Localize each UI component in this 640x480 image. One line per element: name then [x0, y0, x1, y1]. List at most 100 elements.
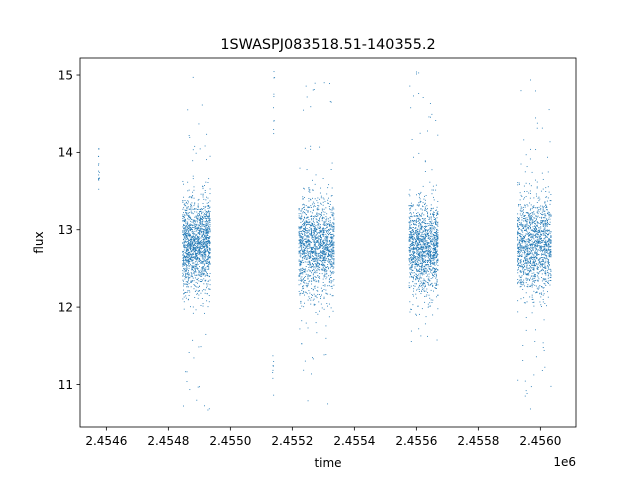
data-point — [547, 213, 549, 215]
data-point — [411, 234, 413, 236]
data-point — [333, 213, 335, 215]
data-point — [528, 226, 530, 228]
data-point — [536, 224, 538, 226]
data-point — [184, 203, 186, 205]
data-point — [326, 231, 328, 233]
data-point — [190, 238, 192, 240]
data-point — [428, 216, 430, 218]
data-point — [185, 240, 187, 242]
data-point — [317, 209, 319, 211]
data-point — [408, 237, 410, 239]
data-point — [315, 237, 317, 238]
data-point — [208, 241, 210, 243]
data-point — [193, 186, 195, 188]
data-point — [416, 251, 418, 253]
data-point — [183, 216, 185, 218]
data-point — [209, 256, 211, 258]
data-point — [425, 248, 427, 250]
data-point — [437, 269, 439, 271]
data-point — [427, 247, 429, 249]
data-point — [415, 224, 417, 226]
data-point — [541, 263, 543, 265]
data-point — [189, 225, 191, 227]
data-point — [434, 270, 436, 272]
data-point — [545, 280, 547, 282]
data-point — [192, 267, 194, 269]
data-point — [330, 169, 332, 170]
data-point — [517, 243, 519, 245]
data-point — [199, 245, 201, 247]
data-point — [435, 220, 437, 222]
chart-title: 1SWASPJ083518.51-140355.2 — [220, 37, 435, 53]
data-point — [525, 258, 527, 260]
data-point — [312, 89, 314, 91]
data-point — [303, 246, 305, 248]
data-point — [201, 231, 203, 233]
data-point — [430, 283, 432, 285]
data-point — [306, 258, 308, 260]
data-point — [323, 258, 325, 260]
data-point — [198, 280, 200, 282]
data-point — [413, 204, 414, 206]
data-point — [300, 241, 302, 243]
data-point — [412, 206, 414, 208]
data-point — [424, 301, 426, 303]
data-point — [426, 255, 428, 257]
data-point — [413, 278, 414, 280]
data-point — [207, 283, 209, 285]
data-point — [327, 266, 329, 268]
data-point — [425, 268, 427, 270]
data-point — [192, 267, 194, 268]
data-point — [541, 263, 543, 265]
data-point — [532, 248, 534, 250]
data-point — [425, 234, 427, 236]
data-point — [544, 264, 546, 266]
data-point — [192, 253, 193, 255]
data-point — [539, 230, 541, 232]
data-point — [273, 133, 275, 135]
data-point — [548, 191, 550, 193]
data-point — [410, 266, 412, 268]
data-point — [424, 233, 426, 235]
data-point — [310, 246, 312, 248]
data-point — [316, 208, 318, 210]
data-point — [327, 248, 329, 250]
data-point — [536, 181, 538, 183]
data-point — [540, 207, 542, 209]
data-point — [197, 199, 199, 201]
data-point — [424, 223, 426, 224]
data-point — [323, 298, 325, 299]
data-point — [209, 248, 211, 250]
data-point — [184, 218, 186, 220]
data-point — [192, 227, 194, 229]
data-point — [303, 224, 305, 226]
data-point — [333, 226, 335, 228]
data-point — [323, 248, 325, 250]
data-point — [205, 233, 207, 235]
data-point — [429, 246, 431, 247]
data-point — [519, 281, 521, 283]
data-point — [199, 230, 201, 232]
data-point — [312, 258, 313, 259]
data-point — [190, 253, 192, 255]
data-point — [199, 219, 200, 221]
data-point — [201, 221, 203, 223]
data-point — [322, 265, 324, 267]
data-point — [427, 257, 429, 258]
data-point — [186, 257, 188, 259]
data-point — [325, 239, 327, 241]
data-point — [429, 250, 431, 252]
data-point — [420, 241, 422, 243]
data-point — [193, 233, 195, 235]
data-point — [417, 277, 419, 279]
data-point — [208, 247, 210, 249]
data-point — [192, 208, 194, 210]
data-point — [206, 230, 207, 232]
data-point — [429, 241, 431, 243]
data-point — [312, 266, 314, 268]
data-point — [325, 292, 327, 294]
data-point — [304, 248, 306, 250]
data-point — [322, 233, 324, 235]
data-point — [410, 265, 412, 267]
data-point — [409, 268, 411, 270]
